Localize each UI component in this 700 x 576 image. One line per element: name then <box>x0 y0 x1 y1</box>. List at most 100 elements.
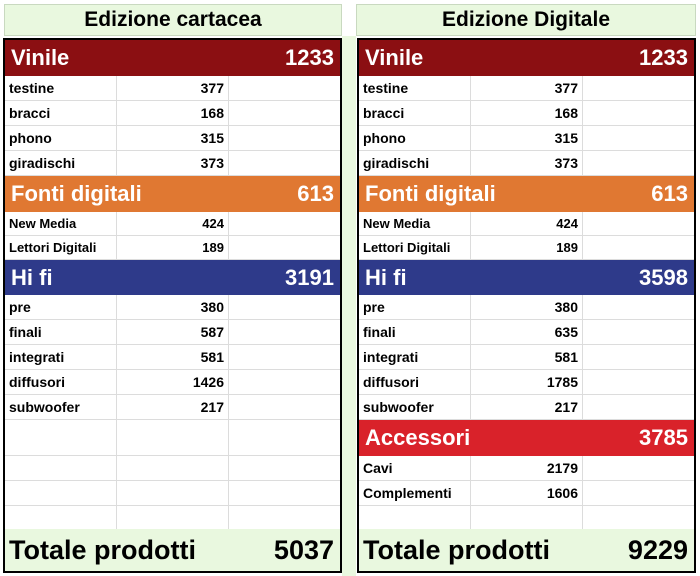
item-label: Lettori Digitali <box>359 236 471 259</box>
item-value: 635 <box>471 320 583 344</box>
item-value: 315 <box>471 126 583 150</box>
total-row: Totale prodotti 5037 <box>5 529 340 571</box>
total-value: 5037 <box>273 534 334 565</box>
section-fonti-digitali: Fonti digitali 613 <box>359 176 694 212</box>
section-total: 613 <box>651 181 688 206</box>
item-value: 373 <box>117 151 229 175</box>
item-value: 2179 <box>471 456 583 480</box>
item-value: 581 <box>117 345 229 369</box>
item-value: 1426 <box>117 370 229 394</box>
section-total: 3785 <box>639 425 688 450</box>
item-label: New Media <box>5 212 117 235</box>
section-name: Fonti digitali <box>365 181 496 206</box>
empty-row <box>5 481 340 506</box>
item-label: Complementi <box>359 481 471 505</box>
table-row: testine 377 <box>5 76 340 101</box>
table-row: subwoofer 217 <box>359 395 694 420</box>
item-label: testine <box>359 76 471 100</box>
section-total: 1233 <box>285 45 334 70</box>
right-panel: Vinile 1233 testine 377 bracci 168 phono 31… <box>357 38 696 573</box>
left-column-header: Edizione cartacea <box>4 4 342 36</box>
item-value: 377 <box>471 76 583 100</box>
table-row: Lettori Digitali 189 <box>359 236 694 260</box>
column-gap <box>342 36 356 576</box>
section-accessori: Accessori 3785 <box>359 420 694 456</box>
total-label: Totale prodotti <box>9 534 196 565</box>
section-vinile: Vinile 1233 <box>5 40 340 76</box>
item-label: phono <box>5 126 117 150</box>
item-value: 581 <box>471 345 583 369</box>
table-row: Complementi 1606 <box>359 481 694 506</box>
item-label: subwoofer <box>5 395 117 419</box>
item-label: bracci <box>5 101 117 125</box>
item-label: testine <box>5 76 117 100</box>
section-total: 3598 <box>639 264 688 290</box>
table-row: pre 380 <box>359 295 694 320</box>
section-name: Vinile <box>11 45 70 70</box>
table-row: finali 635 <box>359 320 694 345</box>
table-row: New Media 424 <box>359 212 694 236</box>
item-value: 424 <box>117 212 229 235</box>
item-label: integrati <box>5 345 117 369</box>
section-name: Accessori <box>365 425 471 450</box>
section-hi-fi: Hi fi 3191 <box>5 260 340 295</box>
item-label: giradischi <box>5 151 117 175</box>
table-row: bracci 168 <box>359 101 694 126</box>
table-row: diffusori 1785 <box>359 370 694 395</box>
item-value: 587 <box>117 320 229 344</box>
table-row: phono 315 <box>5 126 340 151</box>
table-row: giradischi 373 <box>359 151 694 176</box>
item-value: 168 <box>471 101 583 125</box>
table-row: bracci 168 <box>5 101 340 126</box>
item-value: 380 <box>471 295 583 319</box>
item-value: 1606 <box>471 481 583 505</box>
item-value: 377 <box>117 76 229 100</box>
item-value: 380 <box>117 295 229 319</box>
item-value: 189 <box>117 236 229 259</box>
item-label: phono <box>359 126 471 150</box>
item-value: 217 <box>471 395 583 419</box>
item-value: 315 <box>117 126 229 150</box>
table-row: diffusori 1426 <box>5 370 340 395</box>
table-row: integrati 581 <box>5 345 340 370</box>
empty-row <box>359 506 694 531</box>
table-row: Cavi 2179 <box>359 456 694 481</box>
item-label: finali <box>5 320 117 344</box>
item-value: 189 <box>471 236 583 259</box>
section-total: 1233 <box>639 45 688 70</box>
section-vinile: Vinile 1233 <box>359 40 694 76</box>
section-name: Fonti digitali <box>11 181 142 206</box>
empty-row <box>5 456 340 481</box>
table-row: phono 315 <box>359 126 694 151</box>
table-row: finali 587 <box>5 320 340 345</box>
item-label: integrati <box>359 345 471 369</box>
total-row: Totale prodotti 9229 <box>359 529 694 571</box>
item-value: 1785 <box>471 370 583 394</box>
right-column-title: Edizione Digitale <box>441 8 611 31</box>
item-label: diffusori <box>5 370 117 394</box>
item-value: 217 <box>117 395 229 419</box>
item-value: 168 <box>117 101 229 125</box>
empty-row <box>5 506 340 531</box>
section-name: Hi fi <box>365 264 407 290</box>
left-column-title: Edizione cartacea <box>84 8 262 31</box>
item-label: finali <box>359 320 471 344</box>
empty-row <box>5 420 340 456</box>
right-column-header: Edizione Digitale <box>356 4 696 36</box>
section-hi-fi: Hi fi 3598 <box>359 260 694 295</box>
item-label: diffusori <box>359 370 471 394</box>
item-label: giradischi <box>359 151 471 175</box>
section-name: Vinile <box>365 45 424 70</box>
item-label: New Media <box>359 212 471 235</box>
total-label: Totale prodotti <box>363 534 550 565</box>
table-row: giradischi 373 <box>5 151 340 176</box>
item-label: pre <box>359 295 471 319</box>
item-label: subwoofer <box>359 395 471 419</box>
section-name: Hi fi <box>11 264 53 290</box>
item-value: 424 <box>471 212 583 235</box>
table-row: testine 377 <box>359 76 694 101</box>
table-row: New Media 424 <box>5 212 340 236</box>
section-total: 3191 <box>285 264 334 290</box>
total-value: 9229 <box>627 534 688 565</box>
table-row: subwoofer 217 <box>5 395 340 420</box>
